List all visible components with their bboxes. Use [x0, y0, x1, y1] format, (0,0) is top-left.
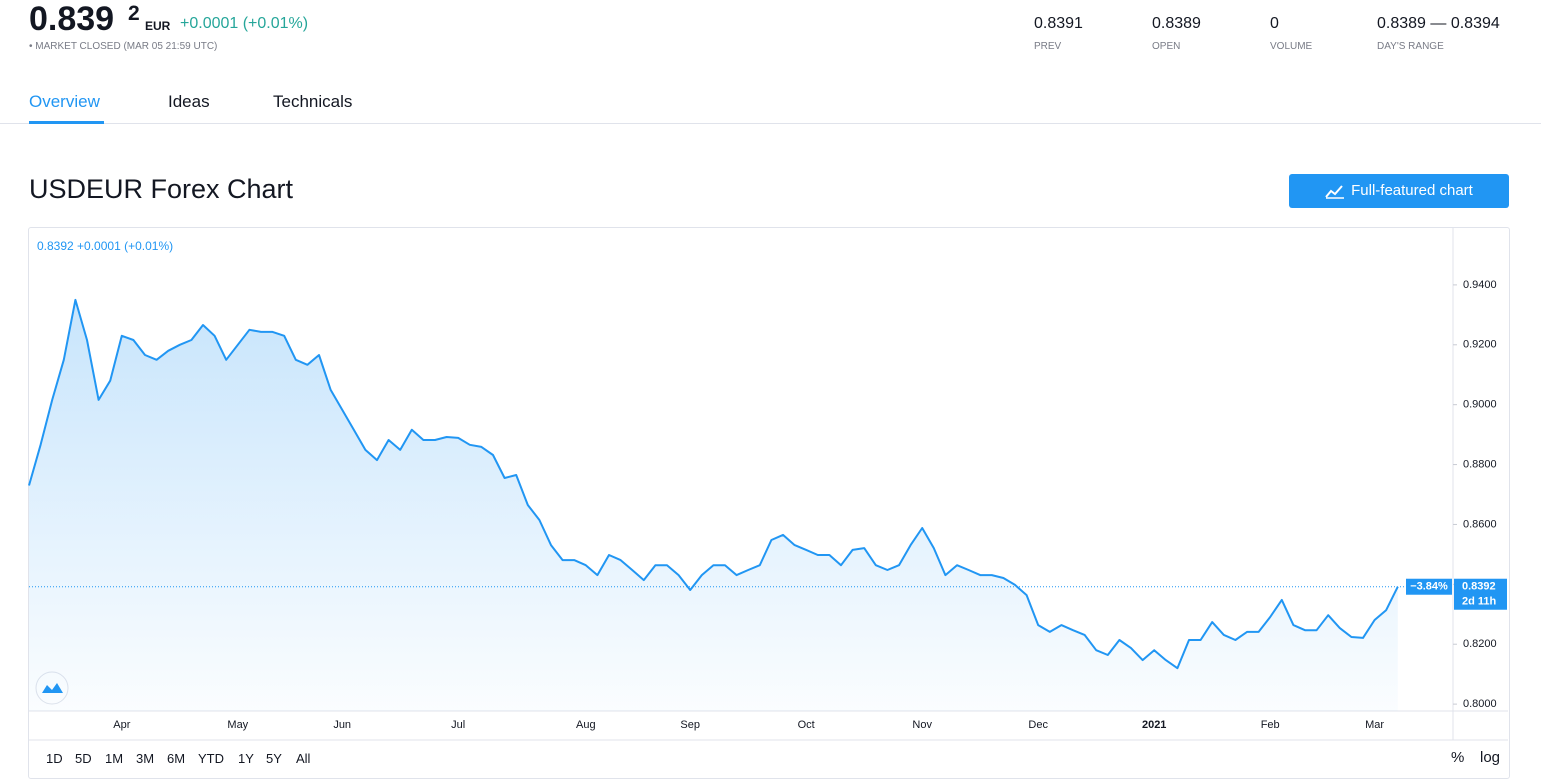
range-button[interactable]: All [296, 751, 311, 766]
price-digit: 2 [128, 2, 140, 25]
range-button[interactable]: 1D [46, 751, 63, 766]
x-tick-label: Mar [1365, 719, 1384, 731]
y-tick-label: 0.9400 [1463, 279, 1497, 291]
stat-value: 0.8389 — 0.8394 [1377, 15, 1500, 32]
range-button[interactable]: 5D [75, 751, 92, 766]
range-button[interactable]: 5Y [266, 751, 282, 766]
range-button[interactable]: YTD [198, 751, 224, 766]
stat-label: VOLUME [1270, 41, 1313, 52]
price-badge-bg [1454, 578, 1507, 610]
full-chart-button[interactable]: Full-featured chart [1289, 174, 1509, 208]
x-tick-label: Aug [576, 719, 596, 731]
x-tick-label: Sep [680, 719, 700, 731]
button-icon [1325, 185, 1345, 199]
currency: EUR [145, 19, 171, 33]
price-change: +0.0001 (+0.01%) [180, 15, 309, 32]
change-badge: −3.84% [1410, 581, 1448, 593]
scale-option[interactable]: log [1480, 749, 1501, 766]
button-label: Full-featured chart [1351, 182, 1473, 199]
tab[interactable]: Ideas [168, 92, 210, 111]
tab-indicator [29, 121, 104, 124]
y-tick-label: 0.9000 [1463, 399, 1497, 411]
range-button[interactable]: 1M [105, 751, 124, 766]
x-tick-label: Apr [113, 719, 130, 731]
stat-label: PREV [1034, 41, 1062, 52]
section-title: USDEUR Forex Chart [29, 174, 294, 204]
x-tick-label: Jul [451, 719, 465, 731]
stat-value: 0.8389 [1152, 15, 1201, 32]
countdown: 2d 11h [1462, 596, 1497, 608]
price-badge: 0.8392 [1462, 581, 1496, 593]
tab[interactable]: Technicals [273, 92, 353, 111]
tab[interactable]: Overview [29, 92, 100, 111]
price-line [28, 298, 1399, 670]
range-button[interactable]: 3M [136, 751, 155, 766]
x-tick-label: Jun [333, 719, 351, 731]
stat-label: DAY'S RANGE [1377, 41, 1444, 52]
stat-value: 0.8391 [1034, 15, 1083, 32]
y-tick-label: 0.9200 [1463, 339, 1497, 351]
x-tick-label: Feb [1261, 719, 1280, 731]
chart-frame [28, 227, 1510, 779]
y-tick-label: 0.8000 [1463, 698, 1497, 710]
stat-value: 0 [1270, 15, 1279, 32]
chart-legend: 0.8392 +0.0001 (+0.01%) [37, 239, 173, 253]
x-tick-label: Oct [798, 719, 815, 731]
stat-label: OPEN [1152, 41, 1181, 52]
y-tick-label: 0.8800 [1463, 458, 1497, 470]
price: 0.839 [29, 0, 115, 38]
x-tick-label: May [227, 719, 248, 731]
change-badge-bg [1406, 578, 1452, 595]
range-button[interactable]: 6M [167, 751, 186, 766]
market-status: • MARKET CLOSED (MAR 05 21:59 UTC) [29, 41, 218, 52]
range-button[interactable]: 1Y [238, 751, 254, 766]
x-tick-label: Dec [1028, 719, 1048, 731]
scale-option[interactable]: % [1451, 749, 1465, 766]
divider [0, 123, 1541, 124]
y-tick-label: 0.8200 [1463, 638, 1497, 650]
x-tick-label: Nov [912, 719, 932, 731]
x-tick-label: 2021 [1142, 719, 1166, 731]
area-fill [29, 299, 1398, 711]
y-tick-label: 0.8600 [1463, 518, 1497, 530]
